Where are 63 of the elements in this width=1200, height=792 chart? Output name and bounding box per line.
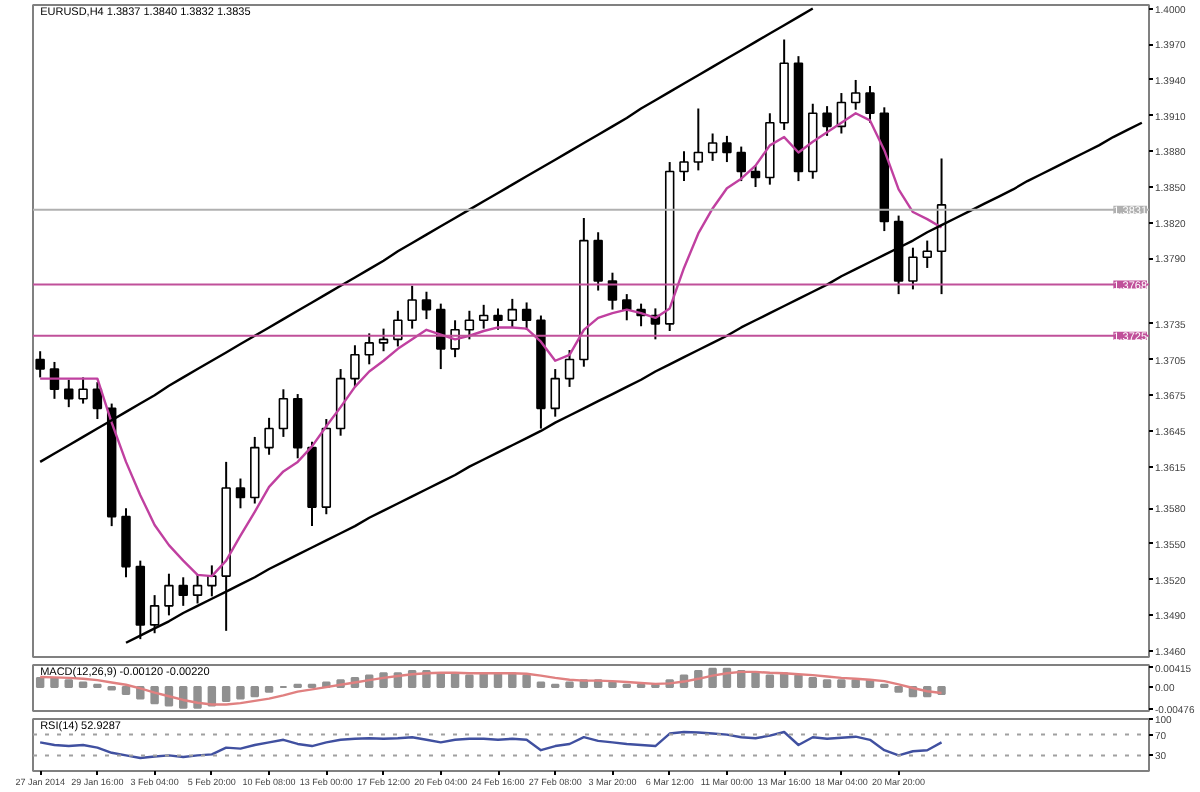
bar — [64, 679, 73, 689]
candlestick — [922, 239, 932, 269]
bar — [565, 681, 574, 689]
bar — [465, 674, 474, 689]
candlestick — [178, 576, 188, 607]
bar — [35, 676, 45, 689]
line-series — [124, 121, 1144, 644]
candlestick — [264, 416, 274, 456]
candlestick — [564, 349, 575, 388]
candlestick — [908, 246, 918, 291]
candlestick — [693, 107, 704, 172]
candlestick — [364, 332, 374, 366]
line-series — [38, 670, 943, 706]
candlestick — [593, 231, 603, 292]
candlestick — [78, 376, 88, 405]
candlestick — [622, 293, 632, 322]
candlestick — [421, 290, 432, 321]
candlestick — [521, 301, 532, 331]
bar — [250, 686, 259, 698]
bar — [236, 686, 245, 700]
bar — [751, 672, 760, 689]
candlestick — [149, 594, 160, 635]
bar — [78, 681, 88, 689]
candlestick — [64, 378, 74, 409]
candlestick — [493, 307, 503, 331]
candlestick — [550, 368, 560, 418]
bar — [479, 672, 488, 689]
candlestick — [207, 564, 217, 598]
candlestick — [722, 134, 732, 164]
candlestick — [378, 327, 389, 353]
candlestick — [850, 78, 861, 111]
bar — [765, 674, 775, 689]
candlestick — [235, 477, 246, 510]
bar — [536, 681, 546, 689]
candlestick — [750, 164, 761, 189]
candlestick — [350, 344, 360, 388]
bar — [264, 686, 274, 693]
candlestick — [865, 84, 875, 124]
candlestick — [464, 309, 475, 341]
bar — [522, 674, 531, 689]
bar — [794, 674, 803, 689]
candlestick — [736, 145, 746, 183]
candlestick — [35, 350, 45, 379]
bar — [608, 681, 617, 689]
candlestick — [478, 303, 489, 330]
bar — [121, 686, 131, 695]
line-series — [38, 730, 943, 760]
bar — [221, 686, 231, 702]
candlestick — [192, 573, 203, 605]
candlestick — [436, 302, 446, 371]
candlestick — [707, 132, 718, 162]
bar — [894, 686, 903, 693]
candlestick — [407, 284, 417, 330]
candlestick — [164, 572, 174, 617]
bar — [851, 679, 860, 689]
candlestick — [507, 297, 518, 329]
candlestick — [278, 388, 289, 438]
candlestick — [92, 381, 103, 421]
bar — [808, 676, 817, 689]
bar — [822, 679, 832, 689]
candlestick — [822, 105, 832, 137]
candlestick — [679, 150, 689, 183]
bar — [837, 679, 846, 689]
